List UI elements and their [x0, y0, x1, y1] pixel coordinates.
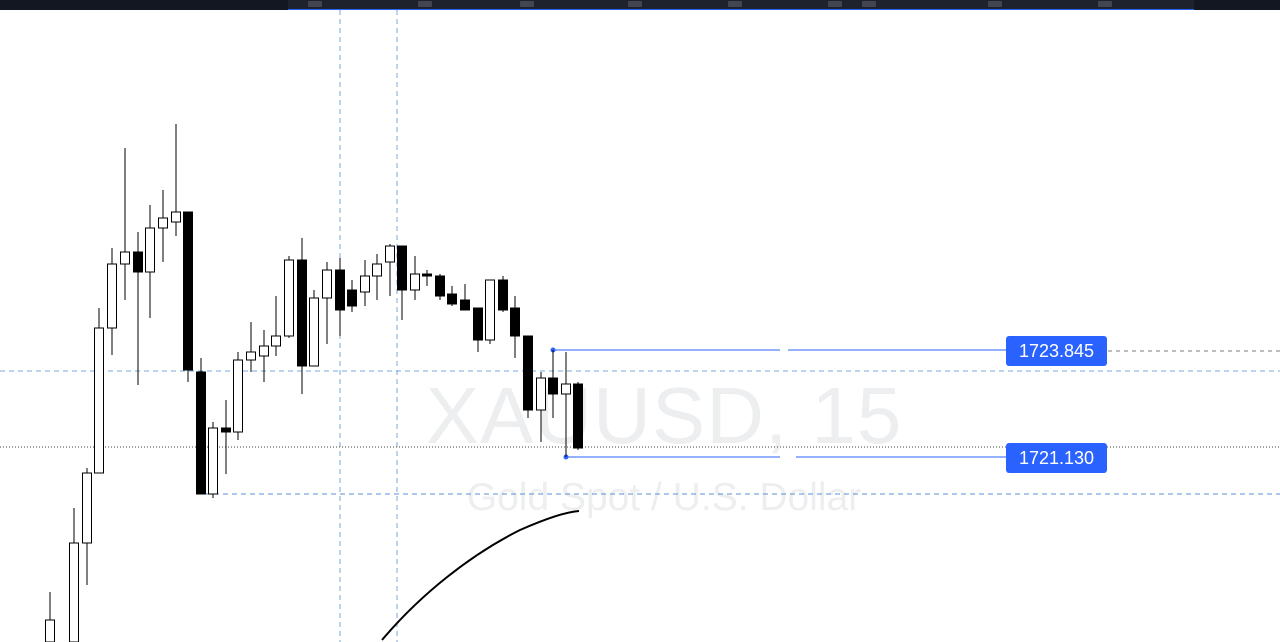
- candle-body-down: [523, 335, 533, 411]
- candle-body-up: [82, 472, 92, 544]
- candle-body-up: [145, 227, 155, 273]
- candle-body-down: [297, 259, 307, 367]
- candle-body-up: [536, 377, 546, 411]
- candle-body-up: [385, 245, 395, 263]
- freehand-curve-drawing: [381, 510, 580, 641]
- candle-body-up: [284, 259, 294, 337]
- candle-body-down: [133, 251, 143, 273]
- candle-body-up: [69, 542, 79, 642]
- candle-body-up: [561, 383, 571, 395]
- candle-body-up: [309, 297, 319, 367]
- candle-body-down: [221, 427, 231, 433]
- candle-body-up: [107, 263, 117, 329]
- candle-body-up: [120, 251, 130, 265]
- price-label-upper[interactable]: 1723.845: [1006, 336, 1107, 366]
- candle-body-down: [183, 211, 193, 371]
- toolbar-button[interactable]: [628, 1, 642, 7]
- candle-body-down: [473, 307, 483, 341]
- toolbar-button[interactable]: [988, 1, 1002, 7]
- candle-body-up: [485, 279, 495, 341]
- candle-body-up: [322, 269, 332, 299]
- price-label-lower[interactable]: 1721.130: [1006, 443, 1107, 473]
- candle-body-down: [510, 307, 520, 337]
- candlestick-series: [45, 124, 583, 642]
- candle-body-up: [208, 427, 218, 495]
- candle-body-up: [259, 345, 269, 357]
- candle-body-down: [347, 289, 357, 307]
- candle-body-up: [372, 263, 382, 277]
- candle-body-up: [246, 351, 256, 361]
- candle-body-down: [196, 371, 206, 495]
- candle-body-up: [158, 217, 168, 229]
- chart-toolbar: [288, 0, 1194, 10]
- candle-body-up: [45, 619, 55, 642]
- candle-body-up: [171, 211, 181, 223]
- candle-body-down: [435, 275, 445, 297]
- toolbar-button[interactable]: [418, 1, 432, 7]
- toolbar-button[interactable]: [728, 1, 742, 7]
- candle-body-up: [271, 335, 281, 347]
- candle-body-up: [94, 327, 104, 474]
- candle-body-up: [360, 275, 370, 293]
- toolbar-button[interactable]: [308, 1, 322, 7]
- candle-body-down: [422, 273, 432, 277]
- candle-body-up: [233, 359, 243, 433]
- candle-body-down: [573, 383, 583, 449]
- candle-body-down: [498, 279, 508, 311]
- toolbar-button[interactable]: [1098, 1, 1112, 7]
- candle-body-down: [447, 293, 457, 305]
- toolbar-button[interactable]: [862, 1, 876, 7]
- candle-body-down: [460, 299, 470, 311]
- toolbar-button[interactable]: [828, 1, 842, 7]
- candle-body-down: [397, 245, 407, 291]
- candle-body-up: [410, 273, 420, 291]
- candle-body-down: [335, 269, 345, 311]
- toolbar-button[interactable]: [520, 1, 534, 7]
- candle-body-down: [548, 377, 558, 395]
